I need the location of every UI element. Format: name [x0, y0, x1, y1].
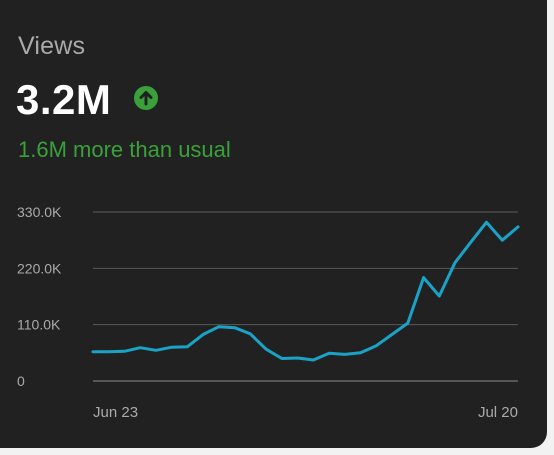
views-card: Views 3.2M 1.6M more than usual 0 110.0K 2… [0, 0, 547, 448]
y-tick-label: 330.0K [17, 204, 62, 220]
comparison-text: 1.6M more than usual [18, 137, 231, 162]
arrow-up-circle-icon [134, 86, 158, 110]
metric-value: 3.2M [16, 76, 112, 123]
y-tick-label: 110.0K [17, 317, 61, 333]
y-tick-label: 0 [17, 373, 25, 389]
series-line [91, 220, 520, 362]
y-tick-label: 220.0K [17, 260, 62, 276]
views-line-chart: 0 110.0K 220.0K 330.0K Jun 23 Jul 20 [17, 204, 520, 421]
x-tick-label: Jul 20 [478, 404, 518, 421]
x-tick-label: Jun 23 [93, 404, 138, 421]
metric-title: Views [18, 32, 86, 60]
